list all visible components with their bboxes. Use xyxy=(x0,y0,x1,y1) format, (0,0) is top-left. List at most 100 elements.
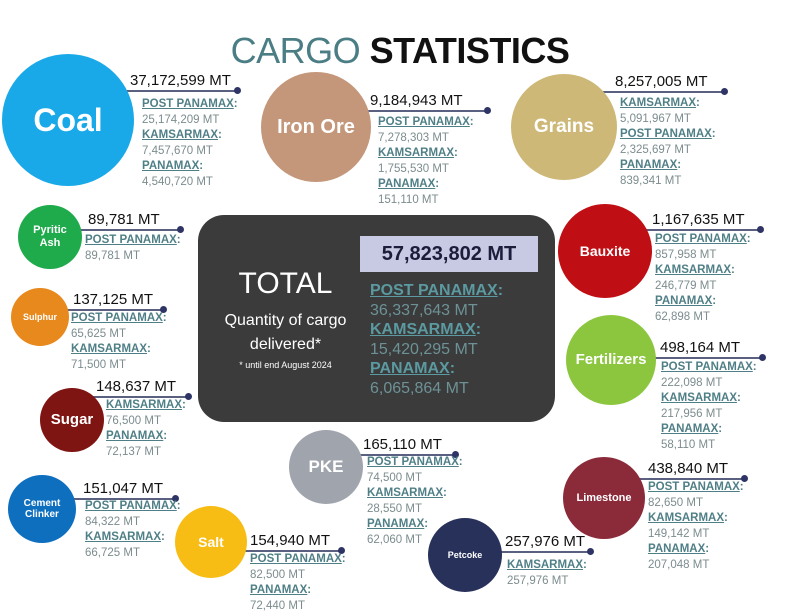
vessel-class-name: POST PANAMAX xyxy=(620,128,712,140)
vessel-class-name: KAMSARMAX xyxy=(661,392,737,404)
vessel-class-value: 62,898 MT xyxy=(655,310,751,326)
vessel-class-label: PANAMAX: xyxy=(378,177,474,193)
colon: : xyxy=(177,500,181,512)
vessel-class-name: PANAMAX xyxy=(648,543,705,555)
vessel-class-name: POST PANAMAX xyxy=(648,481,740,493)
vessel-class-name: POST PANAMAX xyxy=(85,500,177,512)
summary-breakdown-label: POST PANAMAX: xyxy=(370,281,503,301)
vessel-class-name: PANAMAX xyxy=(367,518,424,530)
colon: : xyxy=(476,321,481,338)
vessel-class-label: PANAMAX: xyxy=(655,294,751,310)
vessel-class-value: 74,500 MT xyxy=(367,471,463,487)
vessel-class-name: PANAMAX xyxy=(378,178,435,190)
vessel-class-label: KAMSARMAX: xyxy=(85,530,181,546)
vessel-class-label: KAMSARMAX: xyxy=(620,96,716,112)
cargo-total: 498,164 MT xyxy=(660,339,740,356)
total-summary-panel: TOTAL Quantity of cargo delivered* * unt… xyxy=(198,215,555,422)
vessel-class-name: POST PANAMAX xyxy=(250,553,342,565)
cargo-total: 137,125 MT xyxy=(73,291,153,308)
colon: : xyxy=(753,361,757,373)
cargo-total: 438,840 MT xyxy=(648,460,728,477)
connector-dot xyxy=(587,548,594,555)
colon: : xyxy=(712,128,716,140)
vessel-class-value: 7,278,303 MT xyxy=(378,131,474,147)
colon: : xyxy=(163,430,167,442)
vessel-class-name: KAMSARMAX xyxy=(655,264,731,276)
vessel-class-label: POST PANAMAX: xyxy=(655,232,751,248)
vessel-class-label: KAMSARMAX: xyxy=(367,486,463,502)
vessel-class-label: POST PANAMAX: xyxy=(142,97,238,113)
summary-breakdown-label: KAMSARMAX: xyxy=(370,320,503,340)
cargo-bubble-iron-ore: Iron Ore xyxy=(261,72,371,182)
summary-total-value: 57,823,802 MT xyxy=(360,236,538,272)
vessel-class-name: POST PANAMAX xyxy=(367,456,459,468)
summary-breakdown-value: 6,065,864 MT xyxy=(370,379,503,399)
colon: : xyxy=(696,97,700,109)
vessel-class-value: 66,725 MT xyxy=(85,546,181,562)
vessel-class-label: POST PANAMAX: xyxy=(661,360,757,376)
vessel-class-value: 28,550 MT xyxy=(367,502,463,518)
vessel-class-name: KAMSARMAX xyxy=(71,343,147,355)
vessel-class-label: KAMSARMAX: xyxy=(655,263,751,279)
vessel-class-value: 82,500 MT xyxy=(250,568,346,584)
vessel-class-label: PANAMAX: xyxy=(250,583,346,599)
vessel-class-label: PANAMAX: xyxy=(106,429,186,445)
summary-subtitle: Quantity of cargo delivered* xyxy=(198,309,373,357)
vessel-class-value: 82,650 MT xyxy=(648,496,744,512)
connector-dot xyxy=(757,226,764,233)
colon: : xyxy=(147,343,151,355)
colon: : xyxy=(712,295,716,307)
vessel-class-label: KAMSARMAX: xyxy=(661,391,757,407)
vessel-class-name: POST PANAMAX xyxy=(661,361,753,373)
vessel-class-name: POST PANAMAX xyxy=(71,312,163,324)
colon: : xyxy=(199,160,203,172)
vessel-class-label: POST PANAMAX: xyxy=(250,552,346,568)
colon: : xyxy=(747,233,751,245)
colon: : xyxy=(177,234,181,246)
colon: : xyxy=(342,553,346,565)
colon: : xyxy=(705,543,709,555)
colon: : xyxy=(163,312,167,324)
colon: : xyxy=(498,282,503,299)
vessel-class-label: PANAMAX: xyxy=(620,158,716,174)
colon: : xyxy=(218,129,222,141)
colon: : xyxy=(459,456,463,468)
colon: : xyxy=(737,392,741,404)
summary-breakdown-value: 36,337,643 MT xyxy=(370,301,503,321)
vessel-class-name: PANAMAX xyxy=(655,295,712,307)
vessel-class-label: POST PANAMAX: xyxy=(648,480,744,496)
colon: : xyxy=(718,423,722,435)
vessel-class-value: 217,956 MT xyxy=(661,407,757,423)
vessel-class-name: KAMSARMAX xyxy=(142,129,218,141)
page-title: CARGO STATISTICS xyxy=(0,30,800,72)
summary-subtitle-line2: delivered* xyxy=(198,333,373,357)
vessel-class-value: 5,091,967 MT xyxy=(620,112,716,128)
vessel-class-label: POST PANAMAX: xyxy=(85,499,181,515)
cargo-total: 151,047 MT xyxy=(83,480,163,497)
connector-dot xyxy=(177,226,184,233)
cargo-bubble-limestone: Limestone xyxy=(563,457,645,539)
vessel-class-name: POST PANAMAX xyxy=(85,234,177,246)
connector-dot xyxy=(185,393,192,400)
summary-subtitle-line1: Quantity of cargo xyxy=(198,309,373,333)
vessel-class-name: PANAMAX xyxy=(106,430,163,442)
vessel-class-value: 151,110 MT xyxy=(378,193,474,209)
vessel-class-label: POST PANAMAX: xyxy=(71,311,167,327)
vessel-class-label: KAMSARMAX: xyxy=(142,128,238,144)
vessel-class-value: 149,142 MT xyxy=(648,527,744,543)
summary-breakdown-label-text: POST PANAMAX xyxy=(370,282,498,299)
vessel-class-label: KAMSARMAX: xyxy=(648,511,744,527)
vessel-class-label: KAMSARMAX: xyxy=(106,398,186,414)
cargo-total: 1,167,635 MT xyxy=(652,211,745,228)
vessel-class-value: 857,958 MT xyxy=(655,248,751,264)
vessel-class-label: POST PANAMAX: xyxy=(378,115,474,131)
cargo-total: 8,257,005 MT xyxy=(615,73,708,90)
vessel-class-label: PANAMAX: xyxy=(648,542,744,558)
cargo-total: 37,172,599 MT xyxy=(130,72,231,89)
